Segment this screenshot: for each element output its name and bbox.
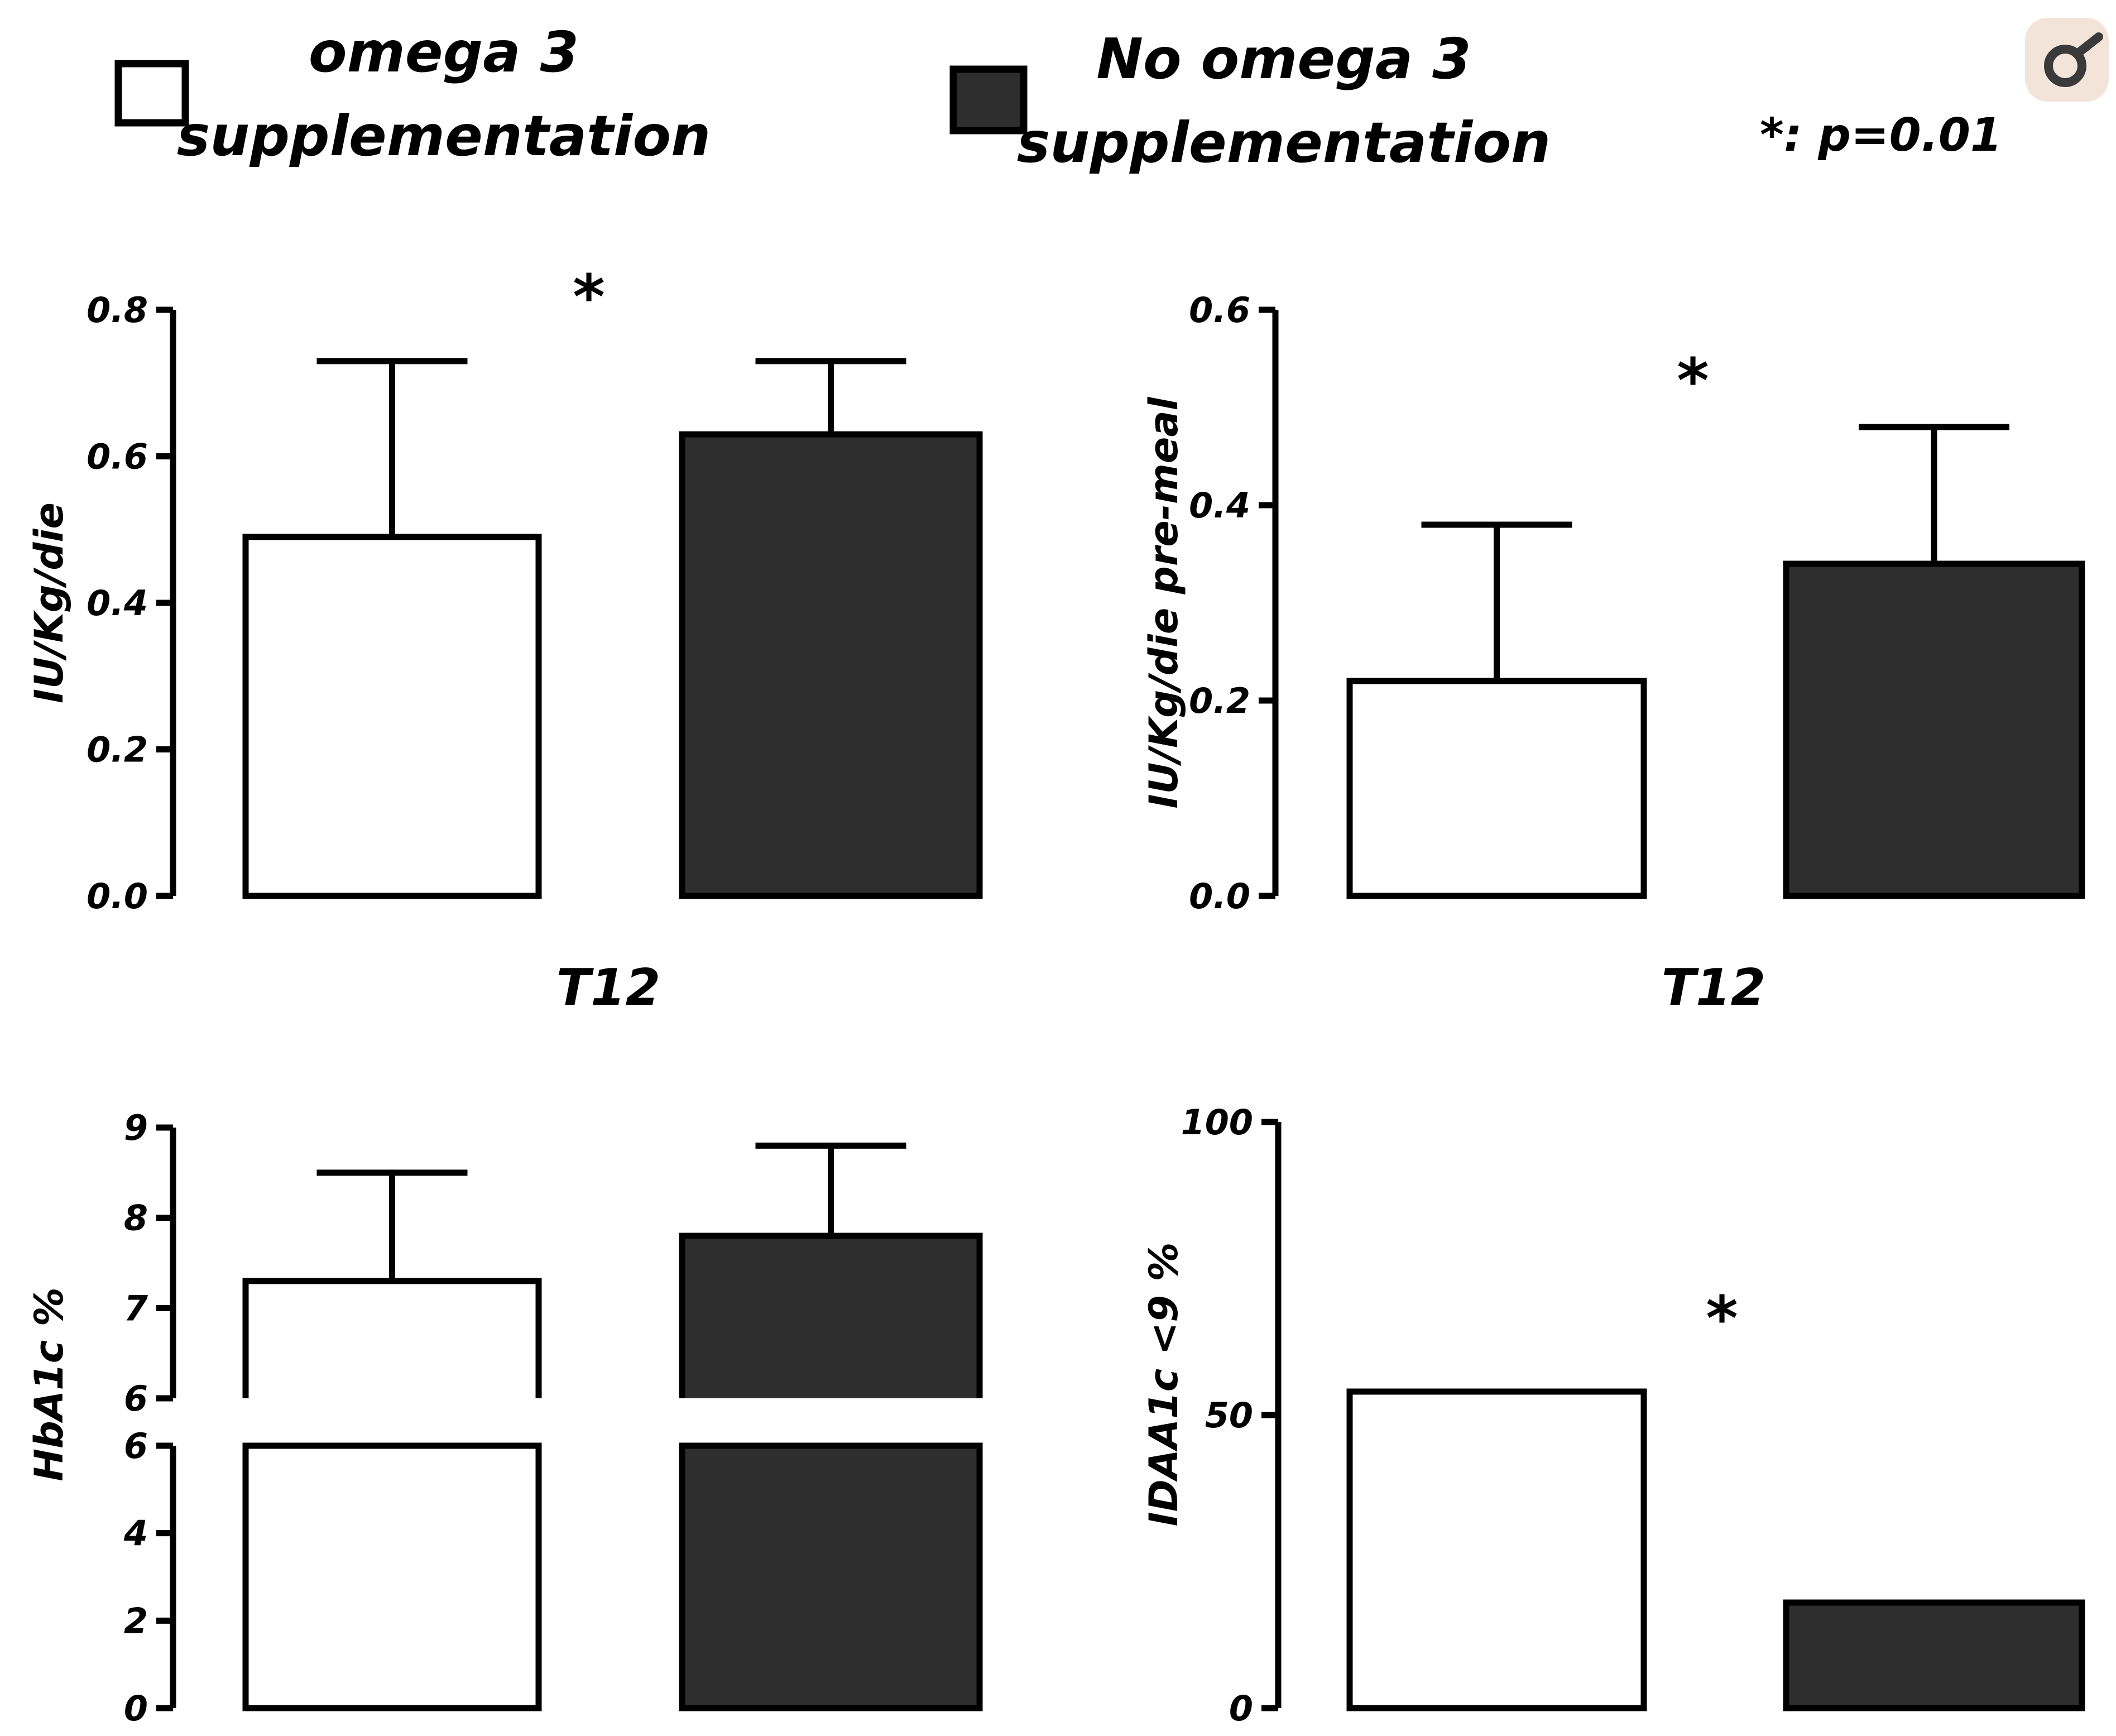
legend-swatch-no-omega [949, 65, 1028, 135]
legend-label-no-omega-line2: supplementation [1017, 110, 1551, 175]
legend-swatch-omega [114, 60, 189, 127]
significance-star: * [573, 261, 605, 333]
y-tick-label: 0.0 [87, 876, 148, 917]
chart-insulin-premeal: 0.0 0.2 0.4 0.6 IU/Kg/die pre-meal T12 * [1141, 290, 2085, 1017]
y-tick-label: 0.4 [87, 583, 148, 624]
bar-omega-upper-fill [246, 1281, 539, 1398]
y-axis-label: HbA1c % [26, 1287, 72, 1481]
y-tick-label: 0 [1229, 1688, 1253, 1729]
chart-insulin-total: 0.0 0.2 0.4 0.6 0.8 IU/Kg/die T12 * [26, 261, 983, 1017]
y-axis-label: IU/Kg/die [26, 502, 72, 703]
bar-no-omega-upper-outline [679, 1233, 983, 1398]
bar-no-omega-upper-fill [682, 1236, 980, 1398]
legend-label-no-omega-line1: No omega 3 [1096, 26, 1471, 92]
significance-star: * [1677, 345, 1709, 416]
y-tick-label: 4 [123, 1513, 148, 1554]
bar-omega-lower [242, 1442, 542, 1711]
bar-no-omega-lower [679, 1442, 983, 1711]
x-axis-label: T12 [556, 958, 661, 1017]
chart-idaa1c: 0 50 100 IDAA1c <9 % * [1141, 1102, 2085, 1729]
significance-star: * [1706, 1283, 1738, 1354]
y-tick-label: 0.8 [87, 290, 148, 330]
y-tick-label: 2 [124, 1600, 148, 1641]
y-axis-label: IDAA1c <9 % [1141, 1243, 1187, 1527]
y-tick-label: 6 [124, 1378, 148, 1419]
chart-hba1c: 6 7 8 9 0 2 4 6 HbA1c % [26, 1107, 983, 1729]
y-axis-label: IU/Kg/die pre-meal [1141, 396, 1187, 808]
y-tick-label: 6 [124, 1426, 148, 1466]
bar-no-omega [679, 431, 983, 899]
legend-label-omega-line2: supplementation [177, 103, 711, 169]
y-tick-label: 0.6 [1189, 290, 1250, 330]
y-tick-label: 100 [1181, 1102, 1253, 1143]
legend-label-omega-line1: omega 3 [309, 20, 579, 85]
y-tick-label: 0.2 [87, 730, 148, 770]
y-tick-label: 0.4 [1189, 485, 1250, 526]
y-tick-label: 8 [124, 1198, 148, 1239]
y-tick-label: 0.2 [1189, 680, 1250, 721]
lens-icon[interactable] [2025, 18, 2109, 102]
y-tick-label: 9 [124, 1107, 148, 1148]
y-tick-label: 7 [124, 1288, 148, 1329]
bar-no-omega [1783, 1599, 2085, 1711]
bar-omega-upper-outline [242, 1278, 542, 1398]
bar-omega [1346, 1388, 1647, 1711]
y-tick-label: 0.0 [1189, 876, 1250, 917]
y-tick-label: 0.6 [87, 437, 148, 477]
x-axis-label: T12 [1662, 958, 1766, 1017]
significance-note: *: p=0.01 [1760, 109, 2002, 162]
bar-no-omega [1783, 560, 2085, 899]
y-tick-label: 0 [124, 1688, 148, 1729]
bar-omega [242, 534, 542, 899]
legend: omega 3 supplementation No omega 3 suppl… [114, 20, 2002, 175]
y-tick-label: 50 [1205, 1395, 1253, 1436]
bar-omega [1346, 678, 1647, 899]
